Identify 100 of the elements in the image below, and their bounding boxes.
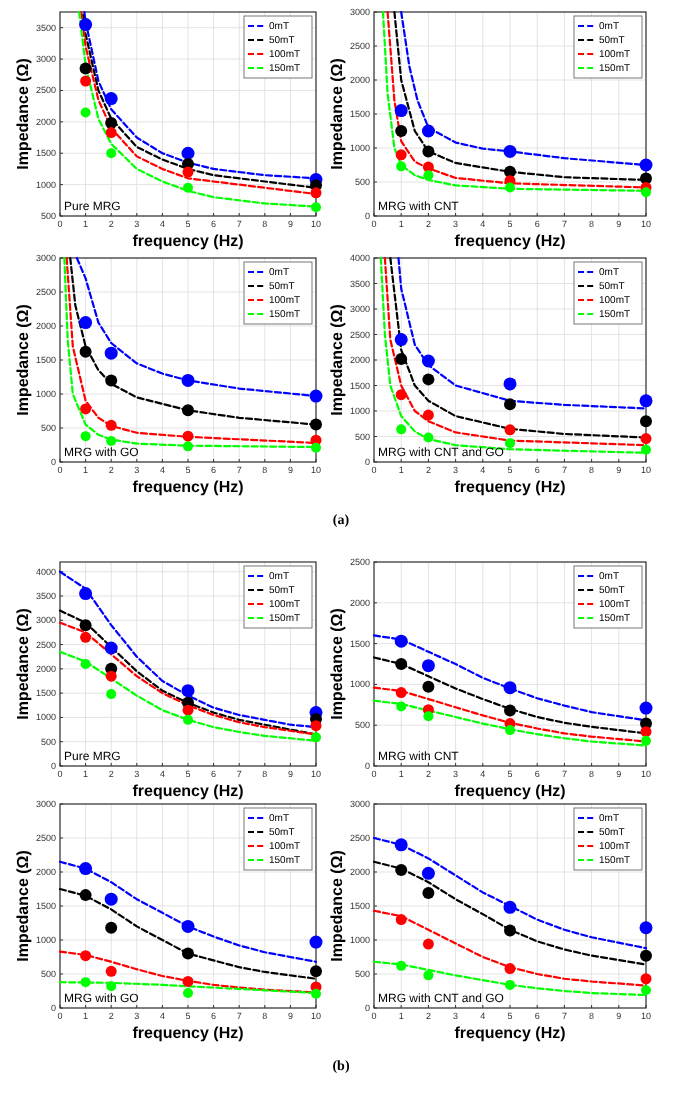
y-axis-title: Impedance (Ω): [14, 849, 32, 962]
x-axis-title: frequency (Hz): [454, 478, 567, 496]
point: [80, 950, 92, 962]
point: [503, 900, 517, 914]
point: [106, 689, 117, 700]
point: [181, 146, 195, 160]
point: [422, 409, 434, 421]
point: [79, 345, 92, 358]
point: [396, 960, 407, 971]
point: [394, 333, 408, 347]
point: [105, 374, 118, 387]
point: [422, 145, 435, 158]
point: [396, 701, 407, 712]
point: [640, 415, 652, 428]
y-axis-title: Impedance (Ω): [14, 303, 32, 416]
x-axis-title: frequency (Hz): [454, 782, 567, 800]
point: [422, 680, 435, 693]
point: [104, 641, 118, 655]
point: [394, 634, 408, 648]
x-axis-title: frequency (Hz): [454, 232, 567, 250]
point: [639, 394, 653, 408]
point: [183, 441, 193, 452]
point: [639, 921, 653, 935]
point: [182, 404, 194, 417]
point: [80, 977, 91, 988]
y-axis-title: Impedance (Ω): [328, 849, 346, 962]
point: [310, 965, 322, 978]
point: [79, 587, 93, 601]
point: [105, 127, 117, 139]
point: [181, 919, 195, 933]
point: [311, 442, 321, 453]
point: [640, 433, 652, 445]
point: [395, 389, 407, 401]
point: [421, 659, 435, 673]
point: [505, 438, 515, 449]
point: [423, 970, 434, 981]
point: [396, 424, 407, 435]
point: [105, 921, 118, 934]
point: [395, 125, 408, 137]
point: [641, 444, 651, 455]
point: [394, 838, 408, 852]
point: [639, 158, 653, 172]
point: [79, 862, 93, 876]
point: [505, 979, 515, 990]
point: [182, 704, 194, 716]
point: [423, 170, 434, 181]
point: [423, 432, 434, 443]
point: [504, 424, 516, 436]
point: [183, 988, 193, 999]
point: [106, 435, 117, 446]
point: [79, 62, 92, 75]
point: [394, 104, 408, 118]
point: [80, 107, 91, 118]
point: [421, 866, 435, 880]
point: [421, 354, 435, 368]
point: [504, 924, 516, 937]
y-axis-title: Impedance (Ω): [328, 607, 346, 720]
point: [503, 144, 517, 158]
point: [105, 965, 117, 977]
point: [79, 18, 93, 32]
point: [106, 148, 117, 159]
point: [104, 892, 118, 906]
point: [181, 373, 195, 387]
point: [310, 418, 322, 431]
point: [182, 430, 194, 442]
point: [183, 714, 193, 725]
point: [422, 938, 434, 950]
point: [79, 889, 92, 902]
point: [80, 431, 91, 442]
point: [309, 389, 323, 403]
point: [395, 863, 408, 876]
point: [311, 732, 321, 743]
point: [309, 935, 323, 949]
point: [640, 973, 652, 985]
point: [395, 687, 407, 699]
point: [181, 684, 195, 698]
point: [80, 631, 92, 643]
point: [79, 619, 92, 632]
point: [641, 735, 651, 746]
point: [182, 975, 194, 987]
point: [396, 161, 407, 172]
point: [639, 701, 653, 715]
point: [310, 187, 322, 199]
point: [395, 149, 407, 161]
point: [80, 75, 92, 87]
point: [422, 373, 435, 386]
point: [641, 187, 651, 198]
point: [422, 887, 435, 900]
line-series: [372, 960, 648, 997]
point: [183, 182, 193, 193]
x-axis-title: frequency (Hz): [454, 1024, 567, 1042]
x-axis-title: frequency (Hz): [132, 232, 245, 250]
point: [504, 963, 516, 975]
x-axis-title: frequency (Hz): [132, 782, 245, 800]
point: [105, 670, 117, 682]
point: [395, 914, 407, 926]
point: [104, 346, 118, 360]
point: [421, 124, 435, 138]
point: [640, 726, 652, 738]
point: [104, 92, 118, 106]
